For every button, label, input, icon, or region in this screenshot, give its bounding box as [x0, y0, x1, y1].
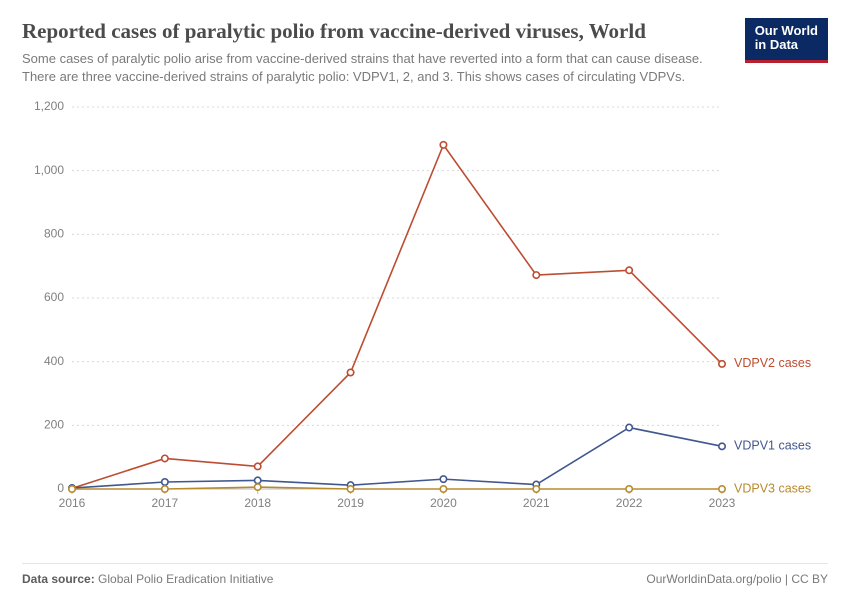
source-label: Data source:	[22, 572, 95, 586]
chart-area: 0 200 400 600 800 1,000 1,200 2016 2017 2018 2019 2…	[22, 89, 828, 563]
footer: Data source: Global Polio Eradication In…	[22, 563, 828, 586]
x-tick-label: 2022	[616, 496, 643, 510]
owid-logo: Our World in Data	[745, 18, 828, 63]
series-marker	[255, 464, 261, 470]
x-tick-label: 2020	[430, 496, 457, 510]
data-source: Data source: Global Polio Eradication In…	[22, 572, 273, 586]
attribution: OurWorldinData.org/polio | CC BY	[646, 572, 828, 586]
header-text: Reported cases of paralytic polio from v…	[22, 18, 745, 85]
series-marker	[626, 425, 632, 431]
x-tick-label: 2023	[709, 496, 736, 510]
y-tick-label: 600	[44, 291, 64, 305]
series-marker	[626, 486, 632, 492]
series-line	[72, 487, 722, 489]
series-label: VDPV2 cases	[734, 357, 811, 371]
series-marker	[69, 486, 75, 492]
series-line	[72, 145, 722, 488]
x-tick-label: 2017	[152, 496, 179, 510]
series-marker	[440, 476, 446, 482]
chart-svg: 0 200 400 600 800 1,000 1,200 2016 2017 2018 2019 2…	[22, 89, 828, 529]
x-tick-label: 2019	[337, 496, 364, 510]
source-value: Global Polio Eradication Initiative	[98, 572, 273, 586]
series-marker	[533, 486, 539, 492]
chart-title: Reported cases of paralytic polio from v…	[22, 18, 725, 44]
header: Reported cases of paralytic polio from v…	[22, 18, 828, 85]
series-marker	[162, 486, 168, 492]
series-marker	[440, 486, 446, 492]
series-line	[72, 428, 722, 488]
series-marker	[347, 370, 353, 376]
y-tick-label: 1,000	[34, 163, 64, 177]
series-marker	[162, 479, 168, 485]
chart-subtitle: Some cases of paralytic polio arise from…	[22, 50, 722, 85]
y-tick-label: 200	[44, 418, 64, 432]
x-tick-label: 2021	[523, 496, 550, 510]
series-marker	[255, 478, 261, 484]
series-marker	[719, 486, 725, 492]
series-label: VDPV1 cases	[734, 439, 811, 453]
series-marker	[626, 267, 632, 273]
series-marker	[162, 456, 168, 462]
series-marker	[255, 484, 261, 490]
series-marker	[347, 486, 353, 492]
y-tick-label: 0	[57, 482, 64, 496]
series-marker	[719, 443, 725, 449]
x-tick-label: 2016	[59, 496, 86, 510]
chart-container: Reported cases of paralytic polio from v…	[0, 0, 850, 600]
series-marker	[719, 361, 725, 367]
y-tick-label: 800	[44, 227, 64, 241]
series-marker	[533, 272, 539, 278]
y-tick-label: 400	[44, 354, 64, 368]
x-tick-label: 2018	[244, 496, 271, 510]
series-label: VDPV3 cases	[734, 482, 811, 496]
y-tick-label: 1,200	[34, 100, 64, 114]
series-marker	[440, 142, 446, 148]
